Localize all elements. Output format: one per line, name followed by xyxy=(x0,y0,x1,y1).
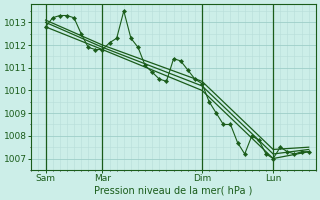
X-axis label: Pression niveau de la mer( hPa ): Pression niveau de la mer( hPa ) xyxy=(94,186,253,196)
